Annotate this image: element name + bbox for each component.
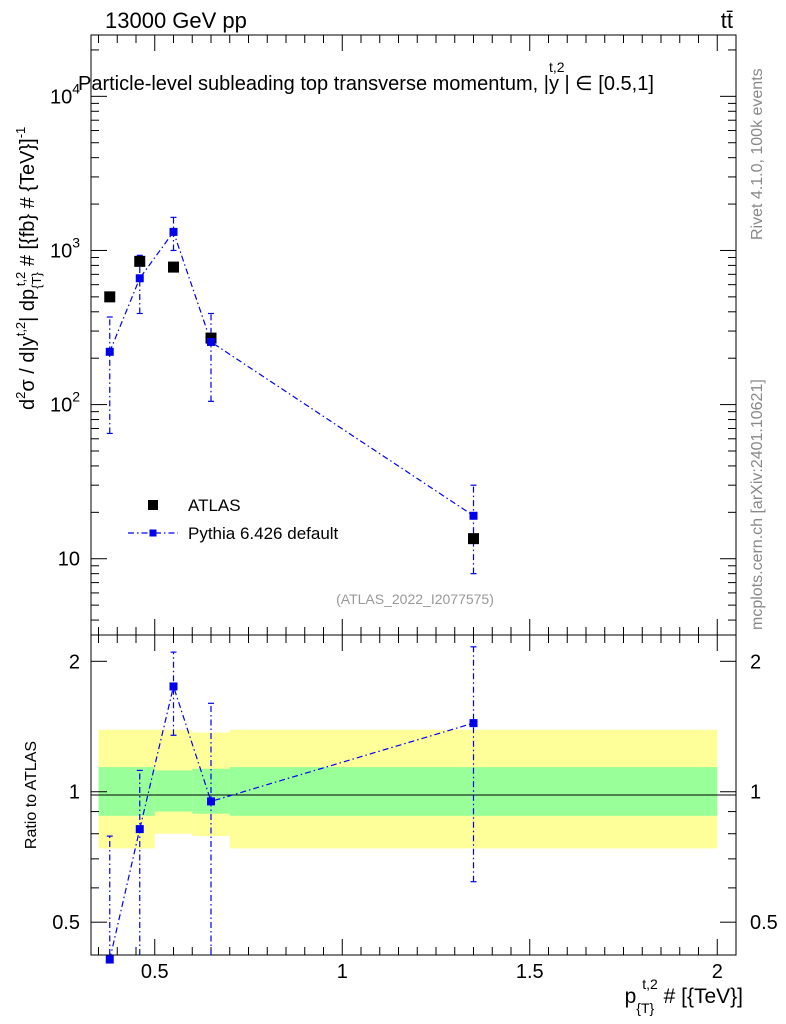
watermark: (ATLAS_2022_I2077575) [336, 591, 494, 607]
atlas-point [104, 291, 116, 303]
ratio-pythia-point [469, 719, 478, 728]
x-tick-label: 2 [712, 961, 723, 983]
ratio-tick-labels: 0.5 0.5 1 1 2 2 [52, 651, 778, 934]
ratio-pythia-point [135, 825, 144, 834]
y-tick-label: 102 [50, 389, 80, 417]
y-tick-label-exponent: 4 [72, 80, 80, 96]
ratio-panel: 0.5 0.5 1 1 2 2 0.5 1 1.5 2 Ratio to ATLAS p{T}t… [23, 634, 778, 1016]
x-tick-label: 1.5 [516, 961, 544, 983]
legend-atlas-label: ATLAS [188, 496, 241, 515]
pythia-point [207, 337, 215, 346]
ratio-tick-label-right: 0.5 [750, 912, 778, 934]
legend-pythia-label: Pythia 6.426 default [188, 524, 339, 543]
ratio-tick-label-right: 2 [750, 651, 761, 673]
ratio-band-inner [98, 767, 155, 816]
ratio-tick-label-left: 0.5 [52, 912, 80, 934]
y-tick-label-exponent: 3 [72, 234, 80, 250]
x-tick-label: 0.5 [141, 961, 169, 983]
atlas-point [468, 533, 479, 545]
pythia-point [135, 274, 144, 283]
rivet-label: Rivet 4.1.0, 100k events [749, 68, 766, 240]
ratio-ticks [91, 635, 736, 955]
ratio-bands [98, 729, 718, 849]
ratio-tick-label-left: 2 [69, 651, 80, 673]
x-tick-labels: 0.5 1 1.5 2 [141, 961, 723, 983]
ratio-frame [90, 634, 737, 956]
y-tick-label-base: 10 [58, 549, 80, 571]
legend-atlas-marker [148, 500, 158, 510]
mcplots-label: mcplots.cern.ch [arXiv:2401.10621] [749, 379, 766, 630]
ratio-pythia-point [105, 955, 114, 964]
pythia-point [469, 511, 478, 520]
chart-title: Particle-level subleading top transverse… [78, 59, 654, 95]
atlas-point [134, 255, 146, 267]
legend: ATLAS Pythia 6.426 default [128, 496, 339, 543]
ratio-pythia-point [207, 797, 215, 806]
y-tick-label: 103 [50, 234, 80, 262]
x-tick-label: 1 [337, 961, 348, 983]
main-data [104, 216, 479, 575]
y-tick-label-base: 10 [50, 240, 72, 262]
ratio-tick-label-left: 1 [69, 782, 80, 804]
ratio-tick-label-right: 1 [750, 782, 761, 804]
x-axis-label: p{T}t,2 # [{TeV}] [625, 976, 743, 1016]
legend-pythia-marker [149, 529, 157, 537]
ratio-band-inner [154, 770, 193, 812]
y-tick-label-base: 10 [50, 86, 72, 108]
y-tick-label: 104 [50, 80, 80, 108]
pythia-point [105, 347, 114, 356]
ratio-y-axis-label: Ratio to ATLAS [23, 741, 40, 849]
ratio-data [105, 646, 478, 964]
y-tick-label-base: 10 [50, 395, 72, 417]
process-label: tt̄ [721, 8, 733, 33]
atlas-point [168, 261, 179, 273]
pythia-line [109, 230, 474, 517]
y-axis-label: d2σ / d|yt,2| dp{T}t,2 # [{fb} # {TeV}]-… [13, 127, 44, 410]
main-ticks [91, 35, 736, 635]
y-tick-label-exponent: 2 [72, 389, 80, 405]
y-tick-label: 10 [58, 549, 80, 571]
energy-label: 13000 GeV pp [105, 8, 247, 33]
ratio-pythia-point [169, 682, 178, 691]
pythia-point [169, 227, 178, 236]
main-frame [90, 34, 737, 636]
